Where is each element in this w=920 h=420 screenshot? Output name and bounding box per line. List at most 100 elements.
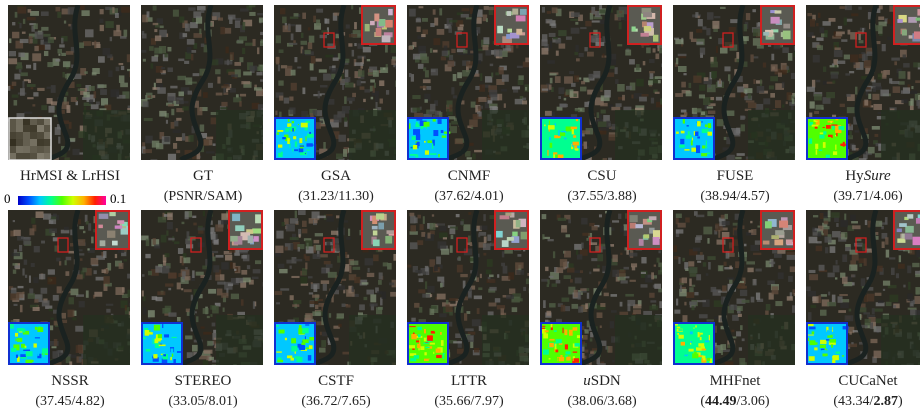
terrain xyxy=(291,33,294,40)
terrain xyxy=(478,106,481,111)
terrain xyxy=(157,291,165,295)
terrain xyxy=(692,285,696,287)
terrain xyxy=(108,70,112,77)
error-patch xyxy=(416,119,422,121)
terrain xyxy=(782,47,789,53)
terrain xyxy=(23,237,30,245)
terrain xyxy=(661,71,662,73)
error-patch xyxy=(21,325,26,326)
terrain xyxy=(899,255,901,262)
terrain xyxy=(220,107,227,109)
terrain xyxy=(559,43,566,48)
terrain xyxy=(446,300,449,304)
terrain xyxy=(367,273,375,277)
error-patch xyxy=(309,345,313,349)
panel-metrics: (37.62/4.01) xyxy=(397,189,541,205)
terrain xyxy=(882,242,885,249)
panel-metrics: (38.06/3.68) xyxy=(530,394,674,410)
terrain xyxy=(448,26,452,33)
terrain xyxy=(347,97,355,101)
terrain xyxy=(174,120,178,126)
terrain xyxy=(12,94,19,97)
terrain xyxy=(374,83,376,88)
terrain xyxy=(506,295,514,299)
error-patch xyxy=(433,352,434,354)
zoom-inset xyxy=(495,6,528,45)
terrain xyxy=(343,149,347,157)
terrain xyxy=(316,122,321,129)
terrain xyxy=(810,101,815,108)
zoom-detail xyxy=(107,231,115,238)
terrain xyxy=(689,278,692,286)
terrain xyxy=(600,103,607,106)
terrain xyxy=(106,304,113,306)
terrain xyxy=(620,302,623,307)
terrain xyxy=(412,108,420,112)
terrain xyxy=(431,69,438,76)
terrain xyxy=(168,312,176,316)
terrain xyxy=(29,228,34,235)
terrain xyxy=(280,8,285,14)
terrain xyxy=(711,71,717,78)
terrain xyxy=(198,227,205,230)
fields xyxy=(615,315,662,365)
error-patch xyxy=(683,118,685,123)
terrain xyxy=(512,307,518,312)
panel-metrics: (PSNR/SAM) xyxy=(131,189,275,205)
terrain xyxy=(344,117,347,122)
terrain xyxy=(417,240,423,245)
zoom-detail xyxy=(632,26,636,31)
lowres-pixel xyxy=(30,132,37,139)
error-patch xyxy=(306,143,312,146)
terrain xyxy=(879,34,883,36)
terrain xyxy=(386,64,388,67)
terrain xyxy=(294,259,302,262)
terrain xyxy=(591,258,597,261)
terrain xyxy=(578,306,583,312)
terrain xyxy=(225,255,232,261)
terrain xyxy=(286,224,295,231)
terrain xyxy=(65,271,69,276)
error-patch xyxy=(543,340,545,341)
terrain xyxy=(122,287,125,292)
lowres-pixel xyxy=(23,146,30,153)
terrain xyxy=(820,27,825,33)
terrain xyxy=(199,29,201,34)
terrain xyxy=(386,90,389,95)
terrain xyxy=(696,29,702,33)
terrain xyxy=(378,280,382,285)
error-patch xyxy=(558,358,559,364)
terrain xyxy=(608,158,612,160)
terrain xyxy=(145,136,152,144)
terrain xyxy=(179,16,184,22)
terrain xyxy=(383,262,388,266)
terrain xyxy=(641,272,646,274)
terrain xyxy=(837,61,845,64)
terrain xyxy=(719,266,722,271)
terrain xyxy=(696,215,704,218)
terrain xyxy=(836,31,845,34)
fields xyxy=(482,315,529,365)
terrain xyxy=(173,143,177,149)
terrain xyxy=(858,7,861,10)
error-patch xyxy=(409,326,415,327)
terrain xyxy=(561,298,569,302)
error-patch xyxy=(158,342,165,344)
terrain xyxy=(78,253,84,255)
terrain xyxy=(425,70,429,77)
terrain xyxy=(726,110,734,115)
error-patch xyxy=(543,349,549,354)
fields xyxy=(83,110,130,160)
terrain xyxy=(313,94,321,96)
terrain xyxy=(221,262,229,269)
error-patch xyxy=(812,125,819,127)
terrain xyxy=(564,275,571,279)
metric-part: (43.34/ xyxy=(833,394,873,409)
terrain xyxy=(753,279,757,285)
error-patch xyxy=(563,141,567,145)
zoom-detail xyxy=(635,224,643,228)
metric-part: (35.66/7.97) xyxy=(434,394,503,409)
lowres-pixel xyxy=(23,118,30,125)
terrain xyxy=(390,292,396,297)
terrain xyxy=(142,290,144,296)
